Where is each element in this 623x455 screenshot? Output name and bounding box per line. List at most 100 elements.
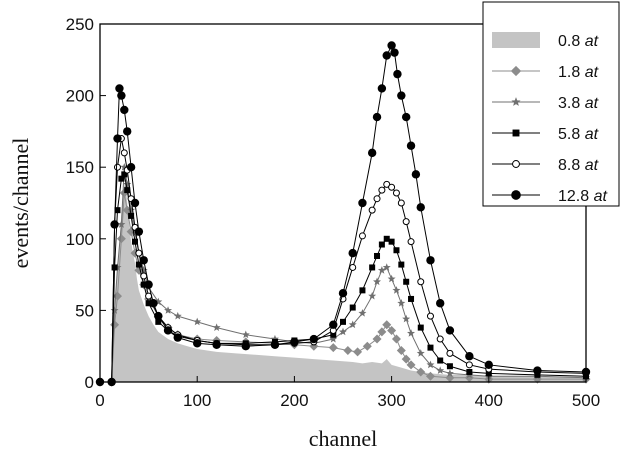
data-point — [343, 345, 353, 355]
data-point — [446, 363, 453, 370]
data-point — [348, 320, 357, 329]
data-point — [155, 318, 162, 325]
data-point — [118, 175, 125, 182]
legend-label: 12.8 at — [558, 188, 607, 205]
data-point — [387, 41, 396, 50]
data-point — [377, 327, 387, 337]
data-point — [144, 280, 153, 289]
data-point — [164, 306, 173, 314]
data-point — [193, 317, 202, 326]
data-point — [359, 287, 366, 294]
data-point — [368, 206, 376, 214]
series-layer — [95, 41, 591, 387]
data-point — [465, 352, 474, 361]
data-point — [270, 334, 279, 343]
data-point — [130, 198, 140, 208]
y-tick-label: 0 — [85, 373, 94, 392]
data-point — [445, 326, 455, 335]
data-point — [338, 289, 348, 298]
legend-marker — [510, 65, 522, 77]
legend-marker — [511, 97, 521, 106]
data-point — [378, 241, 385, 248]
data-point — [340, 318, 346, 325]
data-point — [417, 278, 425, 286]
data-point — [372, 112, 382, 122]
data-point — [113, 163, 121, 171]
data-point — [436, 366, 445, 374]
data-point — [388, 238, 395, 245]
data-point — [398, 261, 405, 268]
series-line — [100, 173, 587, 383]
series-line — [100, 192, 586, 383]
data-point — [372, 334, 382, 344]
data-point — [402, 314, 411, 323]
data-point — [115, 84, 124, 93]
data-point — [329, 334, 338, 343]
data-point — [387, 274, 396, 283]
data-point — [406, 360, 416, 370]
series-line — [100, 138, 587, 383]
data-point — [212, 340, 221, 349]
data-point — [241, 342, 250, 351]
data-point — [114, 207, 121, 214]
data-point — [426, 360, 435, 369]
x-tick-label: 500 — [572, 391, 600, 410]
data-point — [397, 299, 406, 307]
data-point — [173, 311, 182, 320]
y-tick-label: 200 — [66, 87, 94, 106]
data-point — [387, 325, 397, 335]
data-point — [407, 238, 415, 246]
data-point — [241, 330, 250, 339]
data-point — [110, 220, 119, 229]
data-point — [382, 263, 391, 271]
data-point — [358, 198, 367, 208]
data-point — [328, 343, 338, 353]
data-point — [123, 180, 132, 188]
data-point — [383, 235, 390, 242]
data-point — [127, 205, 136, 214]
data-point — [396, 345, 406, 355]
x-tick-label: 400 — [475, 391, 503, 410]
data-point — [121, 171, 128, 178]
data-point — [393, 247, 400, 254]
x-tick-label: 0 — [95, 391, 104, 410]
data-point — [124, 187, 131, 194]
series-12-8 — [95, 41, 591, 387]
data-point — [388, 183, 396, 191]
data-point — [426, 312, 434, 320]
data-point — [131, 238, 138, 245]
data-point — [134, 227, 144, 236]
y-tick-label: 150 — [66, 158, 94, 177]
data-point — [445, 373, 455, 383]
data-point — [140, 281, 147, 288]
data-point — [349, 263, 357, 271]
x-tick-label: 200 — [280, 391, 308, 410]
data-point — [465, 361, 473, 369]
data-point — [309, 334, 319, 344]
data-point — [349, 304, 356, 311]
data-point — [397, 199, 405, 207]
data-point — [403, 278, 410, 285]
legend-label: 0.8 at — [558, 33, 599, 50]
y-tick-label: 250 — [66, 15, 94, 34]
data-point — [416, 367, 426, 377]
data-point — [117, 91, 126, 100]
data-point — [373, 195, 381, 203]
data-point — [417, 324, 424, 331]
data-point — [120, 105, 129, 115]
series-line — [100, 44, 587, 383]
data-point — [111, 264, 118, 271]
legend-label: 3.8 at — [558, 95, 599, 112]
data-point — [416, 349, 425, 357]
legend-label: 8.8 at — [558, 157, 599, 174]
data-point — [485, 370, 492, 377]
data-point — [145, 300, 152, 307]
data-point — [427, 344, 434, 351]
data-point — [329, 320, 338, 329]
data-point — [373, 277, 382, 286]
data-point — [270, 340, 280, 349]
legend-label: 5.8 at — [558, 126, 599, 143]
data-point — [120, 163, 129, 171]
data-point — [436, 335, 444, 343]
